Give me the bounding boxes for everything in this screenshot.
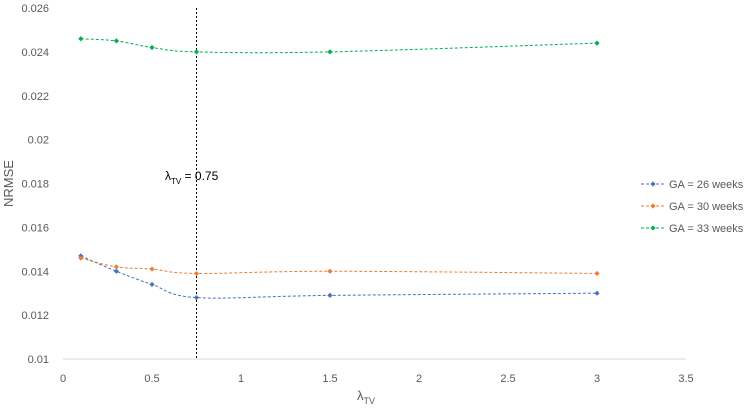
legend-label: GA = 30 weeks <box>669 201 744 213</box>
y-tick-label: 0.018 <box>21 179 49 191</box>
y-axis-title: NRMSE <box>1 160 16 207</box>
data-point-marker <box>113 38 119 44</box>
y-axis: 0.01 0.012 0.014 0.016 0.018 0.02 0.022 0.024 0.… <box>21 3 49 366</box>
y-tick-label: 0.012 <box>21 310 49 322</box>
legend-label: GA = 33 weeks <box>669 223 744 235</box>
legend: GA = 26 weeks GA = 30 weeks GA = 33 weeks <box>641 179 744 235</box>
x-tick-label: 2 <box>416 373 422 385</box>
series-line-3 <box>80 38 598 54</box>
series-line-2 <box>80 257 598 274</box>
series-group <box>78 36 600 301</box>
x-axis-title-subscript: TV <box>364 396 376 406</box>
legend-marker <box>650 203 656 209</box>
y-tick-label: 0.016 <box>21 222 49 234</box>
annotation-group: λTV = 0.75 <box>165 8 219 359</box>
reference-label-lambda: λ <box>165 169 171 183</box>
data-point-marker <box>149 266 155 272</box>
data-point-marker <box>327 49 333 55</box>
x-axis-title: λTV <box>357 388 375 406</box>
x-tick-label: 1 <box>238 373 244 385</box>
y-tick-label: 0.02 <box>28 135 49 147</box>
data-point-marker <box>193 49 200 55</box>
data-point-marker <box>78 255 84 261</box>
y-tick-label: 0.014 <box>21 266 49 278</box>
x-tick-label: 3.5 <box>678 373 693 385</box>
x-axis: 0 0.5 1 1.5 2 2.5 3 3.5 <box>60 358 694 385</box>
x-tick-label: 1.5 <box>322 373 337 385</box>
reference-line-label: λTV = 0.75 <box>165 169 219 186</box>
y-tick-label: 0.024 <box>21 47 49 59</box>
x-tick-label: 0.5 <box>144 373 159 385</box>
legend-marker <box>650 225 656 231</box>
y-tick-label: 0.026 <box>21 3 49 15</box>
y-tick-label: 0.01 <box>28 354 49 366</box>
x-tick-label: 3 <box>594 373 600 385</box>
data-point-marker <box>113 268 119 274</box>
data-point-marker <box>594 270 600 277</box>
data-point-marker <box>149 44 155 51</box>
data-point-marker <box>594 290 600 296</box>
data-point-marker <box>327 292 333 298</box>
y-tick-label: 0.022 <box>21 91 49 103</box>
data-point-marker <box>113 264 119 270</box>
series-line-1 <box>80 255 598 299</box>
legend-marker <box>650 181 656 187</box>
x-tick-label: 0 <box>60 373 66 385</box>
reference-label-value: = 0.75 <box>181 169 218 183</box>
data-point-marker <box>594 40 600 46</box>
data-point-marker <box>78 36 84 42</box>
x-tick-label: 2.5 <box>500 373 515 385</box>
x-axis-title-main: λ <box>357 388 364 403</box>
data-point-marker <box>149 281 155 288</box>
reference-label-subscript: TV <box>171 177 182 186</box>
data-point-marker <box>193 294 200 301</box>
legend-label: GA = 26 weeks <box>669 179 744 191</box>
data-point-marker <box>193 270 200 277</box>
data-point-marker <box>327 268 333 274</box>
